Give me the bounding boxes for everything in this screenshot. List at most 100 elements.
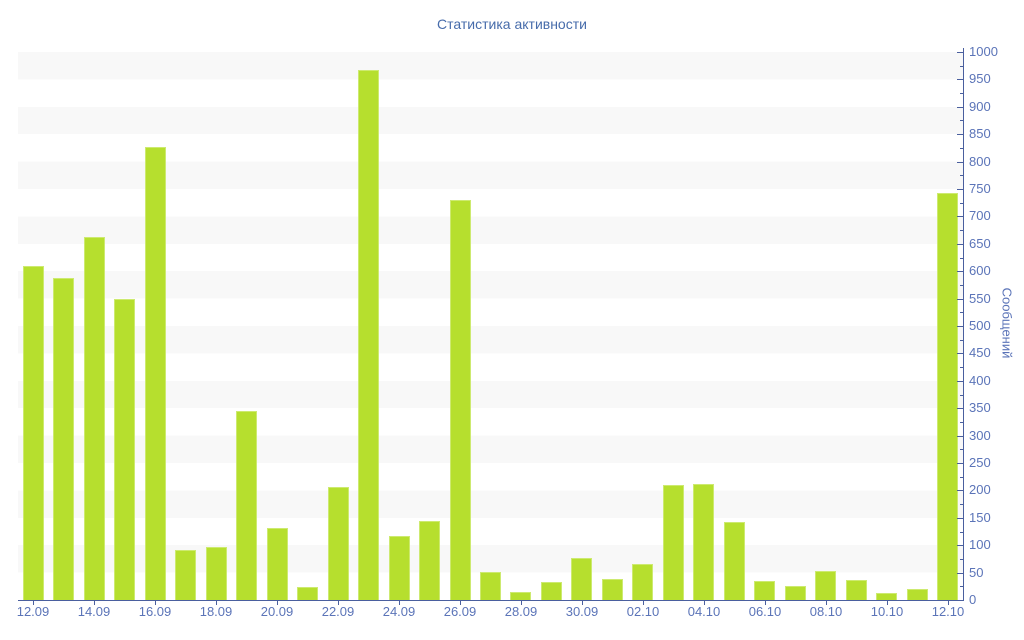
x-tick-label: 12.10 xyxy=(931,604,965,619)
y-tick-label: 100 xyxy=(969,537,991,552)
y-axis-line xyxy=(963,48,964,601)
y-tick-mark xyxy=(960,312,963,313)
y-tick-mark xyxy=(957,244,963,245)
y-tick-mark xyxy=(957,463,963,464)
y-tick-mark xyxy=(957,52,963,53)
y-tick-label: 650 xyxy=(969,236,991,251)
bar-11.10 xyxy=(906,589,928,600)
x-tick-label: 28.09 xyxy=(504,604,538,619)
y-tick-mark xyxy=(957,271,963,272)
bar-17.09 xyxy=(175,550,197,600)
bar-slot xyxy=(414,49,444,600)
bar-12.09 xyxy=(22,266,44,600)
y-tick-mark xyxy=(960,449,963,450)
bar-08.10 xyxy=(815,571,837,600)
bar-slot xyxy=(536,49,566,600)
y-tick-label: 200 xyxy=(969,482,991,497)
bar-05.10 xyxy=(723,522,745,600)
x-tick-mark xyxy=(460,601,461,605)
x-tick-mark xyxy=(521,601,522,605)
bar-26.09 xyxy=(449,200,471,600)
bar-slot xyxy=(475,49,505,600)
y-tick-mark xyxy=(960,367,963,368)
x-tick-label: 24.09 xyxy=(382,604,416,619)
y-tick-mark xyxy=(957,216,963,217)
bar-slot xyxy=(719,49,749,600)
y-tick-mark xyxy=(957,162,963,163)
y-tick-mark xyxy=(960,395,963,396)
bar-19.09 xyxy=(236,411,258,600)
y-tick-mark xyxy=(957,600,963,601)
y-tick-mark xyxy=(957,134,963,135)
bar-13.09 xyxy=(53,278,75,600)
y-tick-label: 850 xyxy=(969,126,991,141)
bar-10.10 xyxy=(876,593,898,600)
y-tick-mark xyxy=(960,203,963,204)
bar-slot xyxy=(445,49,475,600)
bar-slot xyxy=(201,49,231,600)
bar-slot xyxy=(48,49,78,600)
x-tick-mark xyxy=(887,601,888,605)
y-tick-label: 450 xyxy=(969,345,991,360)
y-tick-mark xyxy=(960,148,963,149)
x-tick-label: 20.09 xyxy=(260,604,294,619)
bar-slot xyxy=(79,49,109,600)
y-tick-label: 550 xyxy=(969,291,991,306)
bar-12.10 xyxy=(937,193,959,600)
y-tick-mark xyxy=(957,189,963,190)
bar-slot xyxy=(384,49,414,600)
y-tick-mark xyxy=(960,285,963,286)
x-tick-mark xyxy=(399,601,400,605)
x-tick-label: 08.10 xyxy=(809,604,843,619)
y-tick-label: 1000 xyxy=(969,44,998,59)
x-tick-mark xyxy=(94,601,95,605)
x-tick-label: 04.10 xyxy=(687,604,721,619)
x-tick-label: 06.10 xyxy=(748,604,782,619)
y-tick-mark xyxy=(960,504,963,505)
bar-slot xyxy=(231,49,261,600)
y-tick-mark xyxy=(960,175,963,176)
bar-20.09 xyxy=(266,528,288,600)
y-tick-mark xyxy=(960,477,963,478)
y-tick-mark xyxy=(957,490,963,491)
x-tick-label: 18.09 xyxy=(199,604,233,619)
y-tick-mark xyxy=(960,340,963,341)
y-tick-label: 950 xyxy=(969,71,991,86)
y-tick-label: 150 xyxy=(969,510,991,525)
x-tick-mark xyxy=(216,601,217,605)
bar-18.09 xyxy=(205,547,227,600)
x-tick-mark xyxy=(704,601,705,605)
x-tick-mark xyxy=(33,601,34,605)
y-tick-mark xyxy=(957,436,963,437)
x-tick-mark xyxy=(277,601,278,605)
y-tick-mark xyxy=(957,545,963,546)
bar-slot xyxy=(170,49,200,600)
bar-slot xyxy=(506,49,536,600)
bar-21.09 xyxy=(297,587,319,600)
y-tick-label: 400 xyxy=(969,373,991,388)
x-tick-label: 02.10 xyxy=(626,604,660,619)
x-tick-label: 30.09 xyxy=(565,604,599,619)
x-tick-label: 10.10 xyxy=(870,604,904,619)
bar-25.09 xyxy=(419,521,441,600)
y-tick-mark xyxy=(957,79,963,80)
bar-slot xyxy=(109,49,139,600)
plot-area xyxy=(18,49,963,600)
x-tick-mark xyxy=(582,601,583,605)
y-tick-mark xyxy=(960,66,963,67)
bar-slot xyxy=(689,49,719,600)
y-tick-mark xyxy=(957,408,963,409)
bar-28.09 xyxy=(510,592,532,600)
bar-slot xyxy=(933,49,963,600)
y-tick-mark xyxy=(960,93,963,94)
y-tick-mark xyxy=(957,326,963,327)
y-tick-label: 900 xyxy=(969,99,991,114)
bar-22.09 xyxy=(327,487,349,600)
y-tick-mark xyxy=(960,559,963,560)
y-tick-label: 350 xyxy=(969,400,991,415)
y-tick-mark xyxy=(957,381,963,382)
y-tick-label: 600 xyxy=(969,263,991,278)
y-tick-label: 50 xyxy=(969,565,984,580)
y-tick-mark xyxy=(960,258,963,259)
